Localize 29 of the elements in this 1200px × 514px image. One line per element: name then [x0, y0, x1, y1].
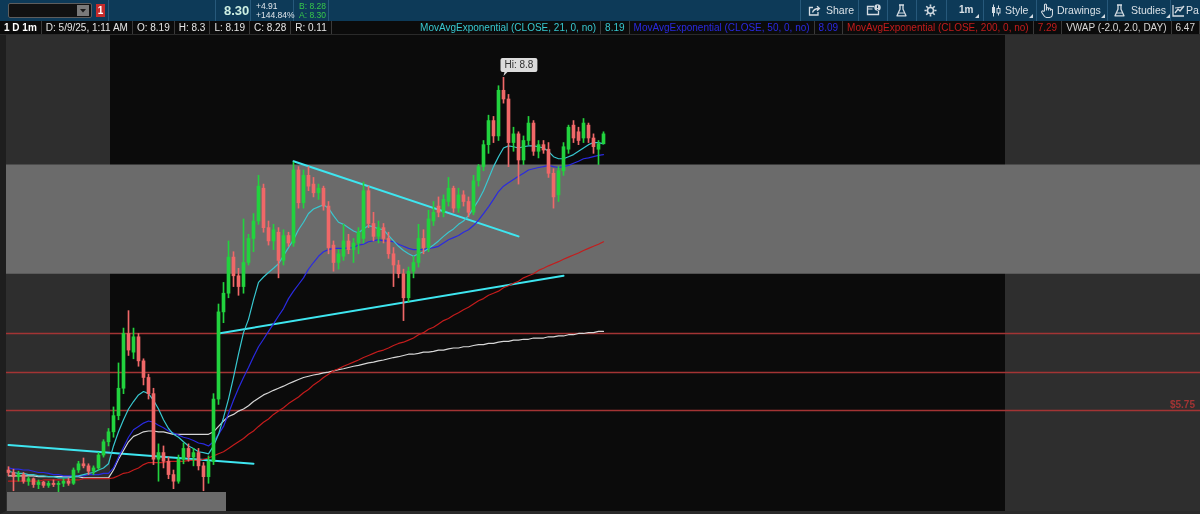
text: 1m — [959, 4, 974, 16]
text: 8.19 — [601, 21, 630, 34]
text: Hi: 8.8 — [504, 59, 534, 71]
text: VWAP (-2.0, 2.0, DAY) — [1062, 21, 1172, 34]
text: 7.29 — [1033, 21, 1063, 34]
text: 8.09 — [814, 21, 844, 34]
text: Studies — [1131, 4, 1167, 16]
text: 1 — [96, 4, 105, 17]
text: Style — [1005, 4, 1029, 16]
text: L: 8.19 — [210, 21, 250, 34]
text: 6.47 — [1171, 21, 1200, 34]
text: A: 8.30 — [299, 10, 326, 20]
text: B: 8.28 — [299, 1, 326, 11]
text: D: 5/9/25, 1:11 AM — [41, 21, 133, 34]
text: +144.84% — [256, 10, 295, 20]
text: Share — [826, 4, 855, 16]
text: O: 8.19 — [132, 21, 175, 34]
chart-title: 1 D 1m — [0, 21, 42, 34]
text: C: 8.28 — [249, 21, 292, 34]
text: MovAvgExponential (CLOSE, 50, 0, no) — [629, 21, 815, 34]
text: $5.75 — [1169, 398, 1196, 410]
text: MovAvgExponential (CLOSE, 21, 0, no) — [416, 21, 602, 34]
text: +4.91 — [256, 1, 278, 11]
text: R: 0.11 — [291, 21, 332, 34]
text: Pa — [1186, 4, 1199, 16]
text: MovAvgExponential (CLOSE, 200, 0, no) — [843, 21, 1034, 34]
text: Drawings — [1057, 4, 1101, 16]
text: H: 8.3 — [174, 21, 211, 34]
text: 8.30 — [224, 3, 250, 18]
